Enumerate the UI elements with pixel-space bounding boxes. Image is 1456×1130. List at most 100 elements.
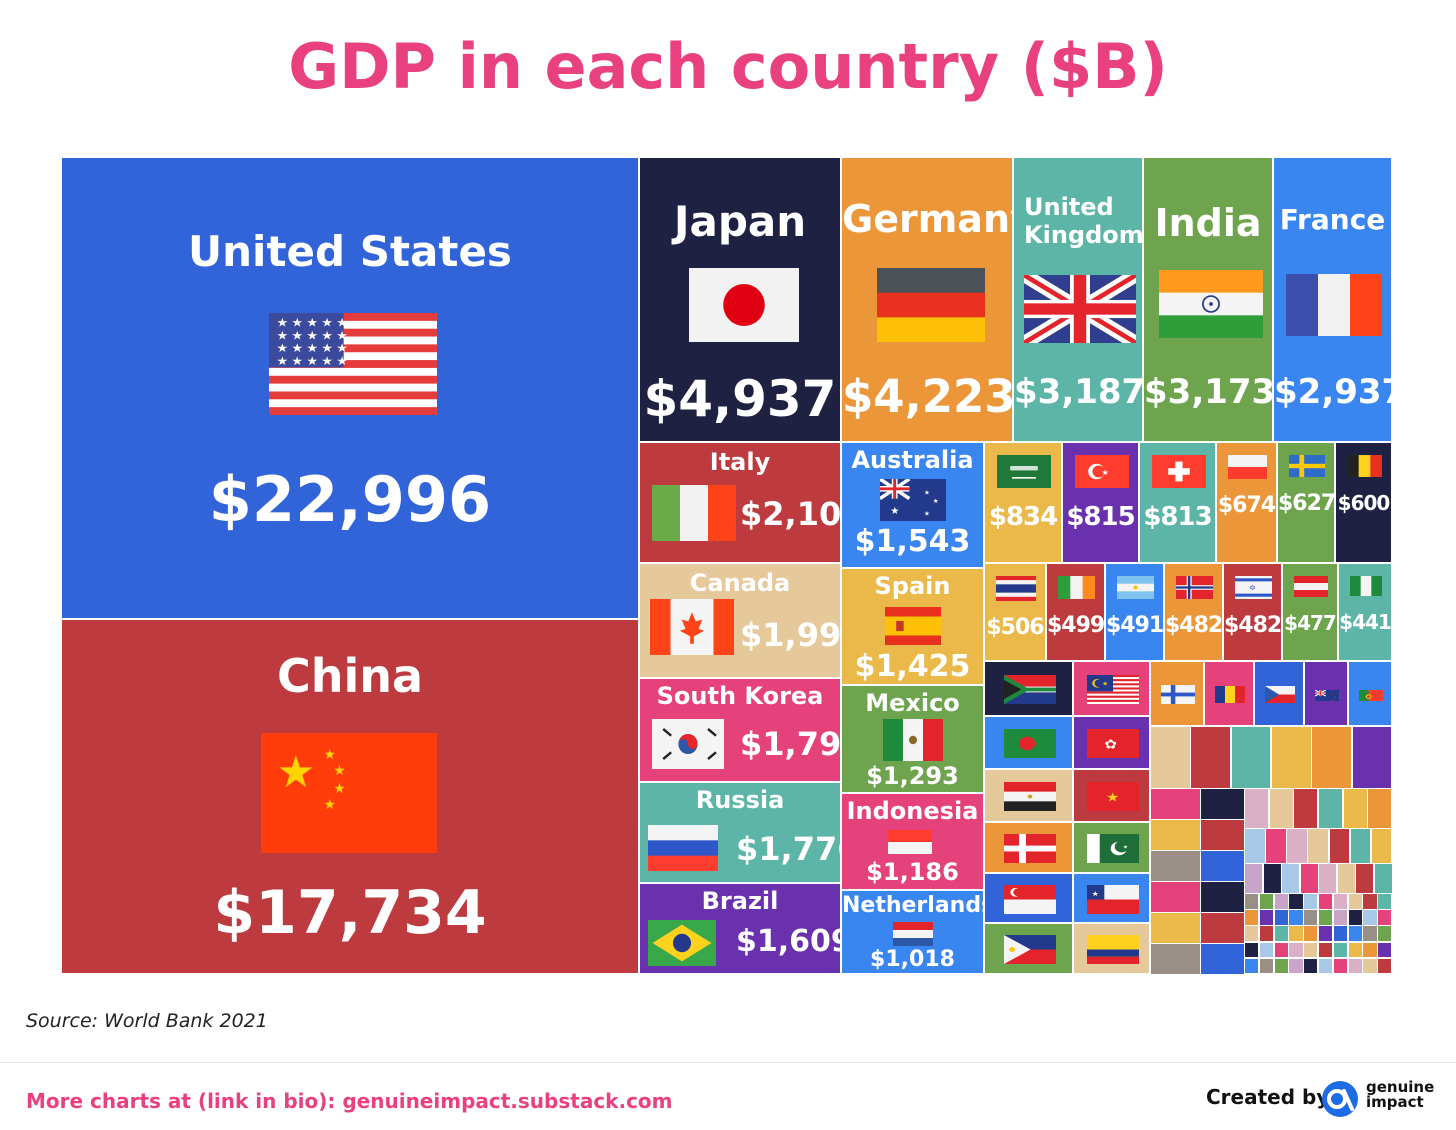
tile-ng: $441	[1338, 563, 1392, 661]
minor-country-tile	[1150, 850, 1201, 882]
tile-italy: Italy $2,100	[639, 442, 841, 563]
gdp-value: $22,996	[208, 463, 492, 536]
minor-country-tile	[1200, 850, 1245, 882]
minor-country-tile	[1288, 893, 1304, 910]
svg-text:★: ★	[924, 489, 930, 497]
minor-country-tile	[1293, 788, 1319, 829]
minor-country-tile	[1273, 925, 1289, 943]
gdp-value: $1,543	[854, 524, 971, 559]
tile-il: ✡ $482	[1223, 563, 1282, 661]
tile-brazil: Brazil $1,609	[639, 883, 841, 974]
country-name: Spain	[874, 572, 951, 600]
minor-country-tile	[1244, 893, 1260, 910]
gdp-value: $1,991	[740, 616, 841, 654]
tile-ar: $491	[1105, 563, 1164, 661]
tile-bd	[984, 716, 1073, 769]
minor-country-tile	[1311, 726, 1353, 789]
tile-south-korea: South Korea $1,799	[639, 678, 841, 782]
id-flag-icon	[888, 830, 932, 854]
brand-name: genuine impact	[1366, 1078, 1435, 1111]
tile-netherlands: Netherlands $1,018	[841, 890, 984, 974]
minor-country-tile	[1273, 941, 1289, 959]
minor-country-tile	[1377, 893, 1392, 910]
ar-flag-icon	[1117, 576, 1154, 599]
minor-country-tile	[1262, 863, 1282, 894]
country-name: South Korea	[656, 682, 824, 710]
gdp-value: $1,186	[866, 858, 959, 886]
svg-text:★: ★	[336, 315, 348, 329]
sa-flag-icon	[997, 455, 1051, 488]
svg-text:★: ★	[276, 315, 288, 329]
minor-country-tile	[1268, 788, 1294, 829]
minor-country-tile	[1200, 881, 1245, 913]
tile-ph	[984, 923, 1073, 974]
gdp-value: $627	[1278, 491, 1335, 516]
minor-country-tile	[1347, 893, 1363, 910]
minor-country-tile	[1244, 957, 1260, 974]
pk-flag-icon: ★	[1087, 834, 1139, 863]
minor-country-tile	[1377, 925, 1392, 943]
tile-united-states: United States ★ ★ ★ ★ ★ ★ ★ ★ ★ ★ ★ ★ ★ ★ ★ ★ ★ ★ ★ ★ $22,996	[61, 157, 639, 619]
svg-text:★: ★	[291, 328, 303, 342]
gdp-value: $1,018	[870, 947, 955, 972]
minor-country-tile	[1318, 893, 1334, 910]
country-name: China	[276, 649, 424, 703]
svg-text:★: ★	[890, 506, 899, 517]
gdp-value: $3,173	[1144, 372, 1273, 412]
gdp-value: $834	[988, 502, 1058, 532]
minor-country-tile	[1336, 863, 1356, 894]
created-by-label: Created by	[1206, 1085, 1330, 1109]
svg-text:★: ★	[1334, 696, 1336, 699]
minor-country-tile	[1150, 881, 1201, 913]
minor-country-tile	[1377, 957, 1392, 974]
minor-country-tile	[1318, 957, 1334, 974]
minor-country-tile	[1377, 941, 1392, 959]
minor-country-tile	[1347, 957, 1363, 974]
country-name: Canada	[689, 569, 791, 597]
bd-flag-icon	[1004, 729, 1056, 758]
svg-text:★: ★	[276, 341, 288, 355]
gdp-value: $482	[1224, 613, 1282, 638]
vn-flag-icon: ★	[1087, 782, 1139, 811]
minor-country-tile	[1258, 941, 1275, 959]
eg-flag-icon	[1004, 782, 1056, 811]
more-charts-link[interactable]: More charts at (link in bio): genuineimp…	[26, 1089, 673, 1113]
cz-flag-icon	[1265, 686, 1295, 703]
tile-sg	[984, 873, 1073, 923]
gdp-value: $1,799	[740, 725, 841, 763]
tile-at: $477	[1282, 563, 1338, 661]
minor-country-tile	[1362, 941, 1378, 959]
it-flag-icon	[652, 485, 736, 541]
tile-be: $600	[1335, 442, 1392, 563]
gdp-value: $1,609	[736, 924, 841, 959]
br-flag-icon	[648, 920, 716, 966]
country-name: Russia	[695, 786, 785, 814]
co-flag-icon	[1087, 935, 1139, 964]
tile-mexico: Mexico $1,293	[841, 685, 984, 793]
svg-text:★: ★	[1092, 890, 1100, 898]
svg-text:★: ★	[1123, 845, 1128, 850]
gdp-value: $2,100	[740, 495, 841, 533]
kr-flag-icon	[652, 719, 724, 769]
minor-country-tile	[1150, 943, 1201, 974]
tile-france: France $2,937	[1273, 157, 1392, 442]
country-name: Brazil	[701, 887, 779, 915]
svg-text:★: ★	[336, 353, 348, 367]
minor-country-tile	[1303, 941, 1319, 959]
country-name: Indonesia	[846, 797, 979, 825]
svg-text:★: ★	[1102, 680, 1109, 687]
svg-text:★: ★	[276, 353, 288, 367]
gdp-value: $4,937	[643, 370, 837, 428]
gdp-value: $441	[1339, 610, 1391, 634]
minor-country-tile	[1303, 957, 1319, 974]
jp-flag-icon	[689, 268, 799, 342]
minor-country-tile	[1342, 788, 1368, 829]
ch-flag-icon	[1152, 455, 1206, 488]
gdp-value: $499	[1047, 613, 1105, 638]
svg-text:✿: ✿	[1104, 737, 1117, 752]
minor-country-tile	[1200, 788, 1245, 820]
tile-se: $627	[1277, 442, 1335, 563]
country-name: United Kingdom	[1024, 193, 1143, 249]
minor-country-tile	[1303, 909, 1319, 926]
minor-country-tile	[1349, 828, 1372, 864]
